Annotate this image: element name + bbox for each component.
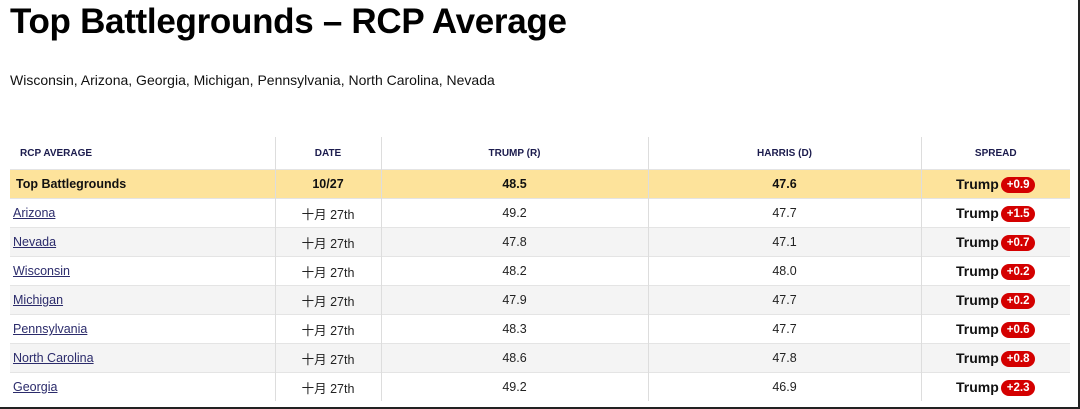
harris-cell: 47.8: [647, 343, 921, 373]
trump-cell: 47.9: [380, 285, 648, 315]
trump-cell: 49.2: [380, 372, 648, 401]
column-header: DATE: [274, 137, 381, 170]
harris-cell: 47.7: [647, 314, 921, 344]
date-cell: 十月 27th: [274, 314, 381, 344]
harris-cell: 47.1: [647, 227, 921, 257]
table-row: Wisconsin 十月 27th 48.2 48.0 Trump +0.2: [10, 256, 1070, 286]
spread-value: +0.9: [1000, 176, 1036, 193]
spread-value: +0.8: [1000, 350, 1036, 367]
spread-leader: Trump: [956, 262, 999, 279]
trump-cell: 47.8: [380, 227, 648, 257]
name-cell: North Carolina: [10, 343, 275, 373]
spread-value: +0.7: [1000, 234, 1036, 251]
spread-leader: Trump: [956, 291, 999, 308]
name-cell: Nevada: [10, 227, 275, 257]
table-row: Georgia 十月 27th 49.2 46.9 Trump +2.3: [10, 372, 1070, 401]
state-link[interactable]: Georgia: [13, 380, 58, 394]
column-header: SPREAD: [920, 137, 1070, 170]
spread-leader: Trump: [956, 349, 999, 366]
spread-leader: Trump: [956, 233, 999, 250]
state-link[interactable]: Nevada: [13, 235, 57, 249]
table-body: Top Battlegrounds 10/27 48.5 47.6 Trump +0.9 A…: [10, 169, 1070, 401]
spread-cell: Trump +1.5: [920, 198, 1070, 228]
date-cell: 10/27: [274, 169, 381, 199]
spread-value: +2.3: [1000, 379, 1036, 396]
spread-leader: Trump: [956, 320, 999, 337]
name-cell: Top Battlegrounds: [10, 169, 275, 199]
state-link[interactable]: Michigan: [13, 293, 64, 307]
name-cell: Pennsylvania: [10, 314, 275, 344]
spread-cell: Trump +0.2: [920, 256, 1070, 286]
date-cell: 十月 27th: [274, 227, 381, 257]
date-cell: 十月 27th: [274, 343, 381, 373]
state-link[interactable]: Pennsylvania: [13, 322, 88, 336]
trump-cell: 49.2: [380, 198, 648, 228]
state-link[interactable]: North Carolina: [13, 351, 94, 365]
table-row: Nevada 十月 27th 47.8 47.1 Trump +0.7: [10, 227, 1070, 257]
spread-cell: Trump +0.2: [920, 285, 1070, 315]
column-header: RCP AVERAGE: [20, 147, 93, 159]
table-row: North Carolina 十月 27th 48.6 47.8 Trump +0.8: [10, 343, 1070, 373]
harris-cell: 47.7: [647, 285, 921, 315]
spread-value: +0.6: [1000, 321, 1036, 338]
subtitle: Wisconsin, Arizona, Georgia, Michigan, P…: [10, 72, 495, 88]
harris-cell: 47.7: [647, 198, 921, 228]
spread-value: +0.2: [1000, 292, 1036, 309]
spread-cell: Trump +0.6: [920, 314, 1070, 344]
page-title: Top Battlegrounds – RCP Average: [10, 2, 567, 41]
harris-cell: 47.6: [647, 169, 921, 199]
table-row: Pennsylvania 十月 27th 48.3 47.7 Trump +0.6: [10, 314, 1070, 344]
spread-cell: Trump +2.3: [920, 372, 1070, 401]
spread-cell: Trump +0.8: [920, 343, 1070, 373]
trump-cell: 48.3: [380, 314, 648, 344]
date-cell: 十月 27th: [274, 198, 381, 228]
polling-table: RCP AVERAGE DATE TRUMP (R) HARRIS (D) SPREAD…: [10, 137, 1070, 401]
spread-leader: Trump: [956, 204, 999, 221]
state-link[interactable]: Wisconsin: [13, 264, 70, 278]
spread-value: +1.5: [1000, 205, 1036, 222]
table-row: Arizona 十月 27th 49.2 47.7 Trump +1.5: [10, 198, 1070, 228]
spread-cell: Trump +0.9: [920, 169, 1070, 199]
table-row: Top Battlegrounds 10/27 48.5 47.6 Trump +0.9: [10, 169, 1070, 199]
spread-cell: Trump +0.7: [920, 227, 1070, 257]
spread-leader: Trump: [956, 175, 999, 192]
spread-leader: Trump: [956, 378, 999, 395]
name-cell: Michigan: [10, 285, 275, 315]
table-row: Michigan 十月 27th 47.9 47.7 Trump +0.2: [10, 285, 1070, 315]
trump-cell: 48.2: [380, 256, 648, 286]
trump-cell: 48.5: [380, 169, 648, 199]
name-cell: Arizona: [10, 198, 275, 228]
spread-value: +0.2: [1000, 263, 1036, 280]
name-cell: Wisconsin: [10, 256, 275, 286]
row-name: Top Battlegrounds: [16, 177, 127, 191]
trump-cell: 48.6: [380, 343, 648, 373]
harris-cell: 46.9: [647, 372, 921, 401]
table-header: RCP AVERAGE DATE TRUMP (R) HARRIS (D) SPREAD: [10, 137, 1070, 170]
state-link[interactable]: Arizona: [13, 206, 56, 220]
date-cell: 十月 27th: [274, 372, 381, 401]
header-row: RCP AVERAGE DATE TRUMP (R) HARRIS (D) SPREAD: [10, 137, 1070, 170]
column-header: HARRIS (D): [647, 137, 921, 170]
column-header: TRUMP (R): [380, 137, 648, 170]
name-cell: Georgia: [10, 372, 275, 401]
date-cell: 十月 27th: [274, 256, 381, 286]
harris-cell: 48.0: [647, 256, 921, 286]
date-cell: 十月 27th: [274, 285, 381, 315]
